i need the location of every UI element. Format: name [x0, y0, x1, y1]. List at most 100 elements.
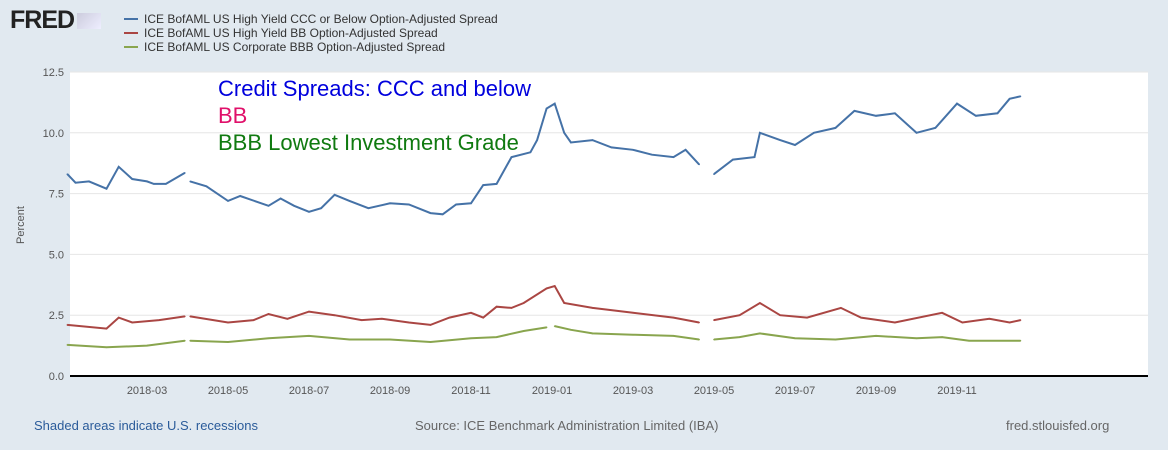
data-point — [915, 337, 918, 340]
data-point — [672, 316, 675, 319]
data-point — [732, 158, 734, 161]
data-point — [779, 314, 781, 317]
x-tick-label: 2019-05 — [694, 385, 734, 397]
data-point — [894, 112, 896, 115]
data-point — [320, 207, 322, 209]
data-point — [753, 156, 756, 158]
data-point — [105, 346, 108, 349]
legend-label: ICE BofAML US Corporate BBB Option-Adjus… — [144, 40, 446, 54]
x-tick-label: 2019-07 — [775, 385, 815, 397]
data-point — [88, 180, 90, 183]
data-point — [553, 102, 556, 105]
data-point — [915, 132, 918, 134]
data-point — [279, 197, 282, 200]
data-point — [66, 173, 69, 175]
data-point — [308, 310, 310, 313]
data-point — [448, 316, 451, 319]
data-point — [553, 285, 556, 287]
data-point — [563, 132, 565, 134]
data-point — [1019, 339, 1022, 342]
data-point — [941, 311, 943, 314]
data-point — [267, 204, 270, 207]
data-point — [1019, 95, 1022, 98]
data-point — [570, 328, 572, 331]
data-point — [267, 337, 270, 340]
data-point — [759, 302, 761, 304]
data-point — [105, 187, 108, 190]
data-point — [672, 335, 675, 337]
data-point — [698, 321, 700, 324]
data-point — [610, 146, 613, 149]
data-point — [536, 139, 538, 141]
data-point — [988, 318, 991, 320]
data-point — [510, 307, 513, 309]
data-point — [348, 338, 351, 341]
data-point — [389, 202, 391, 205]
data-point — [553, 325, 556, 327]
data-point — [470, 311, 472, 314]
data-point — [570, 141, 572, 144]
data-point — [941, 336, 943, 338]
data-point — [510, 156, 513, 158]
data-point — [522, 302, 525, 304]
data-point — [189, 339, 191, 342]
data-point — [470, 202, 472, 205]
data-point — [834, 338, 837, 341]
data-point — [146, 180, 148, 183]
data-point — [333, 194, 336, 196]
data-point — [408, 321, 410, 324]
data-point — [184, 172, 186, 174]
data-point — [1008, 321, 1011, 324]
data-point — [227, 200, 229, 202]
data-point — [227, 341, 229, 343]
x-tick-label: 2019-11 — [937, 385, 977, 397]
x-tick-label: 2019-09 — [856, 385, 896, 397]
annotation-text: Credit Spreads: CCC and below — [218, 76, 531, 101]
data-point — [632, 149, 634, 151]
x-tick-label: 2018-11 — [451, 385, 491, 397]
data-point — [74, 181, 77, 184]
data-point — [684, 149, 687, 151]
legend-label: ICE BofAML US High Yield CCC or Below Op… — [144, 12, 498, 26]
legend-item-bb[interactable]: ICE BofAML US High Yield BB Option-Adjus… — [124, 26, 498, 40]
data-point — [381, 318, 383, 320]
site-link[interactable]: fred.stlouisfed.org — [1006, 418, 1110, 433]
x-tick-label: 2018-07 — [289, 385, 329, 397]
data-point — [813, 132, 815, 134]
data-point — [158, 319, 160, 321]
legend-item-bbb[interactable]: ICE BofAML US Corporate BBB Option-Adjus… — [124, 40, 498, 54]
legend-item-ccc[interactable]: ICE BofAML US High Yield CCC or Below Op… — [124, 12, 498, 26]
data-point — [956, 102, 958, 105]
data-point — [105, 327, 108, 330]
data-point — [1019, 319, 1022, 321]
data-point — [545, 287, 548, 290]
plot-area — [70, 72, 1148, 376]
legend-swatch — [124, 32, 138, 34]
data-point — [545, 107, 548, 110]
data-point — [495, 305, 498, 308]
data-point — [117, 166, 120, 168]
data-point — [252, 319, 255, 321]
x-tick-label: 2018-05 — [208, 385, 248, 397]
data-point — [184, 315, 186, 318]
fred-logo[interactable]: FRED — [10, 6, 102, 35]
data-point — [367, 207, 370, 209]
x-tick-label: 2018-09 — [370, 385, 410, 397]
data-point — [429, 341, 432, 343]
data-point — [713, 173, 715, 175]
data-point — [759, 332, 761, 335]
data-point — [591, 332, 594, 335]
data-point — [455, 203, 457, 206]
data-point — [429, 212, 432, 214]
data-point — [189, 180, 191, 183]
data-point — [152, 183, 155, 185]
data-point — [713, 338, 715, 341]
data-point — [165, 183, 167, 185]
data-point — [934, 127, 937, 129]
legend: ICE BofAML US High Yield CCC or Below Op… — [124, 12, 498, 54]
data-point — [66, 344, 69, 346]
data-point — [482, 316, 484, 319]
data-point — [968, 339, 970, 342]
source-note: Source: ICE Benchmark Administration Lim… — [415, 418, 719, 433]
recession-note[interactable]: Shaded areas indicate U.S. recessions — [34, 418, 259, 433]
